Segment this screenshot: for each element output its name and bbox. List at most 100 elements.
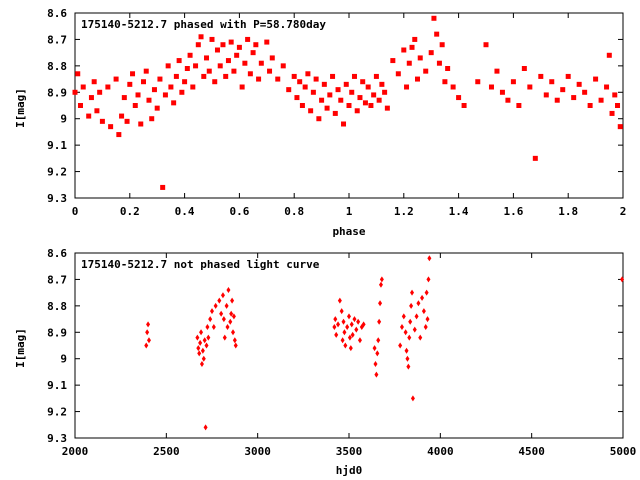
data-point (132, 103, 138, 108)
data-point (196, 345, 201, 352)
data-point (418, 334, 423, 341)
data-point (337, 297, 342, 304)
data-point (378, 281, 383, 288)
data-point (598, 97, 604, 103)
data-point (347, 313, 351, 320)
data-point (334, 331, 339, 338)
data-point (86, 113, 92, 119)
data-point (560, 87, 566, 93)
data-point (77, 103, 83, 108)
data-point (127, 81, 133, 87)
data-point (224, 302, 229, 309)
data-point (209, 36, 215, 42)
data-point (445, 66, 451, 71)
data-points (144, 255, 625, 431)
data-point (316, 116, 322, 122)
data-point (424, 289, 429, 296)
x-tick-label: 2 (620, 205, 627, 218)
data-point (341, 121, 347, 127)
data-point (213, 302, 218, 309)
data-point (94, 108, 100, 114)
plot-frame (74, 252, 624, 439)
data-point (420, 294, 425, 301)
data-point (409, 302, 414, 309)
data-point (204, 55, 210, 61)
data-point (532, 155, 538, 161)
data-point (379, 81, 385, 87)
y-tick-label: 8.9 (47, 86, 67, 99)
data-point (313, 76, 319, 82)
data-point (221, 316, 226, 323)
data-point (297, 79, 303, 85)
data-point (341, 318, 346, 325)
data-point (368, 103, 374, 108)
data-point (494, 68, 500, 74)
data-point (135, 92, 141, 98)
y-ticks: 8.6 8.7 8.8 8.9 9 9.1 9.2 9.3 (47, 247, 623, 445)
data-point (426, 276, 431, 283)
data-point (299, 103, 305, 108)
chart-title: 175140-5212.7 not phased light curve (81, 258, 320, 271)
x-tick-label: 0.6 (229, 205, 249, 218)
data-point (404, 347, 409, 354)
data-point (456, 95, 462, 101)
data-point (406, 363, 411, 370)
data-point (199, 361, 204, 367)
data-point (145, 329, 150, 336)
data-point (119, 113, 125, 119)
data-point (373, 73, 379, 79)
x-ticks: 0 0.2 0.4 0.6 0.8 1 1.2 1.4 1.6 1.8 2 (72, 13, 627, 218)
y-tick-label: 8.6 (47, 7, 67, 20)
data-point (335, 87, 341, 93)
data-point (549, 79, 555, 85)
data-point (461, 103, 467, 108)
data-point (204, 342, 209, 349)
x-tick-label: 5000 (610, 445, 637, 458)
data-point (409, 44, 415, 50)
data-point (176, 58, 182, 64)
data-point (302, 84, 308, 90)
data-point (356, 318, 361, 325)
data-point (333, 316, 338, 323)
y-ticks: 8.6 8.7 8.8 8.9 9 9.1 9.2 9.3 (47, 7, 623, 205)
data-point (157, 76, 163, 82)
y-tick-label: 9.2 (47, 166, 67, 179)
data-point (264, 39, 270, 45)
data-point (475, 79, 481, 85)
data-point (247, 71, 253, 77)
data-point (376, 97, 382, 103)
data-point (190, 84, 196, 90)
data-point (339, 308, 344, 315)
data-point (310, 89, 316, 95)
data-point (160, 184, 166, 190)
data-point (428, 50, 434, 56)
data-point (211, 324, 216, 330)
data-point (377, 318, 382, 325)
data-point (324, 105, 330, 111)
data-point (200, 347, 205, 354)
data-point (321, 81, 327, 87)
data-point (199, 329, 204, 336)
data-point (146, 97, 152, 103)
y-tick-label: 8.8 (47, 60, 67, 73)
y-tick-label: 9.2 (47, 406, 67, 419)
data-point (171, 100, 177, 106)
x-axis-label: phase (332, 225, 365, 238)
x-tick-label: 4500 (518, 445, 545, 458)
data-point (423, 68, 429, 74)
unphased-chart: 175140-5212.7 not phased light curve hjd… (14, 247, 636, 477)
data-point (217, 297, 222, 304)
data-point (75, 71, 81, 77)
data-point (582, 89, 588, 95)
data-point (408, 318, 413, 325)
x-tick-label: 0.8 (284, 205, 304, 218)
x-tick-label: 4000 (427, 445, 454, 458)
data-point (225, 58, 231, 64)
data-point (604, 84, 610, 90)
data-point (208, 316, 213, 323)
y-tick-label: 9.3 (47, 192, 67, 205)
data-point (121, 95, 127, 101)
data-point (91, 79, 97, 85)
data-point (182, 79, 188, 85)
